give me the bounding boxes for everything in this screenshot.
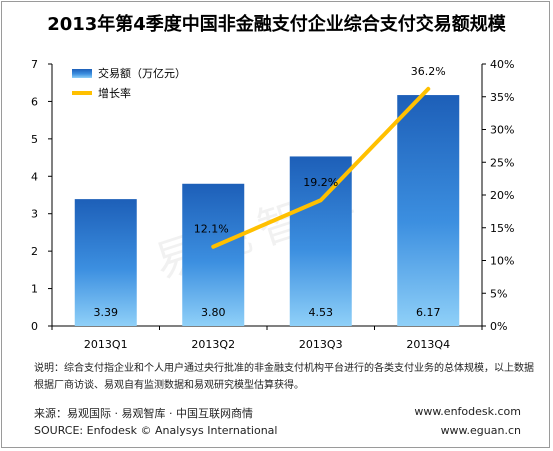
line-value-label: 19.2% — [303, 176, 338, 189]
x-tick-label: 2013Q1 — [84, 338, 128, 351]
legend-bar-swatch — [72, 69, 92, 78]
bar — [74, 199, 137, 326]
y-left-tick-label: 1 — [31, 283, 38, 296]
bar — [397, 95, 460, 327]
y-right-tick-label: 15% — [490, 222, 514, 235]
bar-value-label: 4.53 — [309, 306, 334, 319]
y-right-tick-label: 40% — [490, 58, 514, 71]
y-left-tick-label: 3 — [31, 208, 38, 221]
y-right-tick-label: 20% — [490, 189, 514, 202]
y-left-tick-label: 7 — [31, 58, 38, 71]
line-value-label: 36.2% — [411, 65, 446, 78]
source-english: SOURCE: Enfodesk © Analysys Internationa… — [34, 424, 278, 437]
x-tick-label: 2013Q4 — [406, 338, 450, 351]
y-right-tick-label: 5% — [490, 287, 507, 300]
bar-value-label: 3.80 — [201, 306, 226, 319]
y-left-tick-label: 2 — [31, 245, 38, 258]
y-right-tick-label: 35% — [490, 91, 514, 104]
bar-value-label: 6.17 — [416, 306, 441, 319]
bar — [289, 156, 352, 326]
y-left-tick-label: 6 — [31, 95, 38, 108]
growth-rate-line — [211, 86, 431, 249]
legend-bar-label: 交易额（万亿元） — [98, 66, 186, 80]
url-enfodesk[interactable]: www.enfodesk.com — [414, 405, 521, 418]
x-tick-label: 2013Q2 — [191, 338, 235, 351]
bar — [182, 183, 245, 326]
y-left-tick-label: 0 — [31, 320, 38, 333]
y-right-tick-label: 10% — [490, 255, 514, 268]
source-chinese: 来源：易观国际 · 易观智库 · 中国互联网商情 — [34, 407, 253, 420]
x-tick-label: 2013Q3 — [299, 338, 343, 351]
y-left-tick-label: 5 — [31, 133, 38, 146]
chart-title: 2013年第4季度中国非金融支付企业综合支付交易额规模 — [47, 14, 506, 35]
bar-value-label: 3.39 — [94, 306, 119, 319]
chart-note: 说明：综合支付指企业和个人用户通过央行批准的非金融支付机构平台进行的各类支付业务… — [34, 363, 534, 391]
line-value-label: 12.1% — [194, 223, 229, 236]
y-right-tick-label: 25% — [490, 156, 514, 169]
y-left-tick-label: 4 — [31, 170, 38, 183]
url-eguan[interactable]: www.eguan.cn — [440, 424, 521, 437]
y-right-tick-label: 30% — [490, 124, 514, 137]
legend-line-label: 增长率 — [98, 86, 131, 100]
y-right-tick-label: 0% — [490, 320, 507, 333]
